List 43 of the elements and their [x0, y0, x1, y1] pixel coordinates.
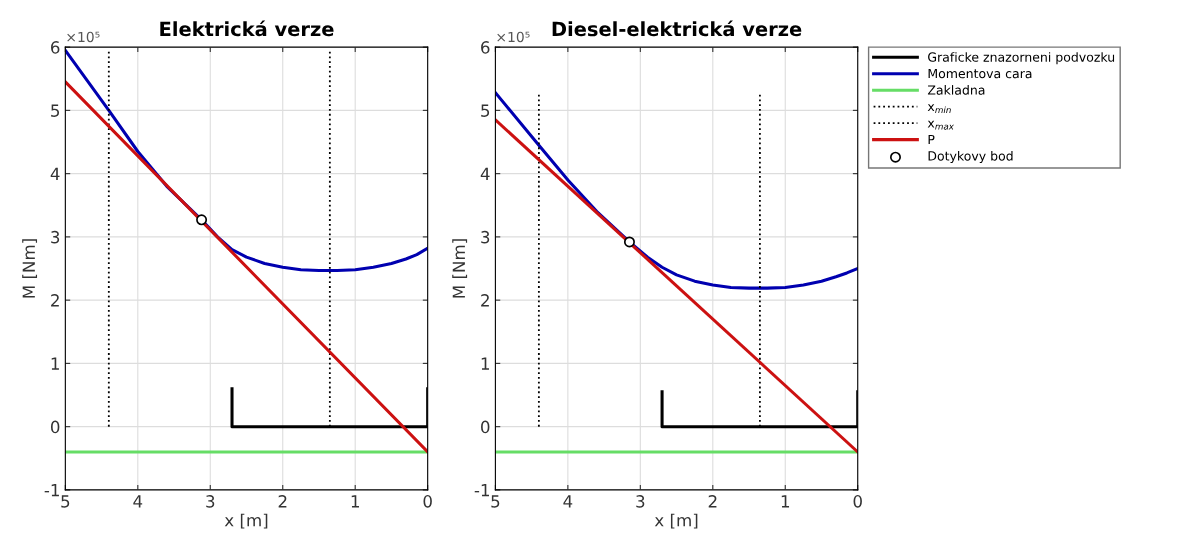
x-tick-label: 2 [278, 495, 287, 508]
legend-label: x$_{max}$ [927, 120, 955, 130]
y-tick-label: 5 [481, 104, 490, 117]
y-tick-label: 1 [481, 357, 489, 370]
x-tick-label: 0 [853, 495, 862, 508]
legend-label: Zakladna [927, 85, 985, 95]
y-tick-label: 2 [51, 294, 59, 307]
x-tick-label: 1 [781, 495, 790, 508]
y-tick-label: 0 [50, 420, 60, 434]
x-tick-label: 4 [563, 495, 573, 508]
chart-title: Diesel-elektrická verze [552, 20, 802, 37]
x-tick-label: 3 [206, 495, 215, 508]
y-tick-label: 6 [481, 41, 490, 54]
legend-label: Dotykovy bod [928, 150, 1013, 164]
x-tick-label: 5 [491, 495, 500, 508]
chart-title: Elektrická verze [160, 20, 334, 37]
x-tick-label: 4 [133, 495, 143, 508]
x-tick-label: 0 [423, 495, 432, 508]
x-tick-label: 1 [351, 495, 359, 508]
y-tick-label: 4 [50, 167, 60, 180]
y-axis-title: M [Nm] [22, 239, 38, 298]
legend-label: Momentova cara [928, 68, 1032, 79]
y-tick-label: 4 [480, 167, 490, 180]
x-axis-title: x [m] [654, 513, 698, 529]
text: ×10⁵ [67, 31, 100, 43]
y-tick-label: -1 [474, 484, 489, 497]
legend-label: P [928, 134, 935, 144]
y-tick-label: 3 [51, 230, 60, 244]
x-tick-label: 5 [61, 495, 70, 508]
x-tick-label: 2 [708, 495, 717, 508]
y-tick-label: -1 [44, 484, 59, 497]
x-tick-label: 3 [636, 495, 645, 508]
y-tick-label: 1 [51, 357, 59, 370]
text: ×10⁵ [497, 31, 530, 43]
x-axis-title: x [m] [224, 513, 268, 529]
y-tick-label: 2 [481, 294, 489, 307]
y-tick-label: 0 [481, 420, 490, 434]
legend-label: Graficke znazorneni podvozku [928, 52, 1115, 65]
legend-label: x$_{min}$ [927, 104, 951, 114]
y-tick-label: 6 [51, 41, 60, 54]
y-tick-label: 5 [51, 104, 60, 117]
y-axis-title: M [Nm] [452, 239, 468, 298]
y-tick-label: 3 [481, 230, 490, 244]
